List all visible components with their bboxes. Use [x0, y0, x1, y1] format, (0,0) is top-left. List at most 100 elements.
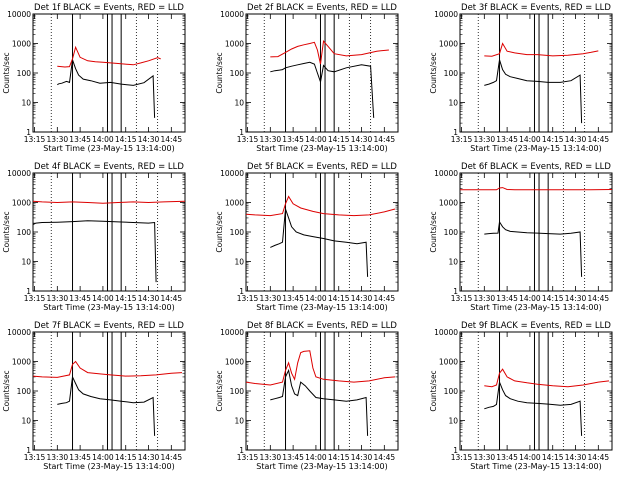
x-tick-label: 14:15 — [542, 135, 564, 144]
x-tick-label: 14:30 — [138, 135, 160, 144]
panel-title: Det 4f BLACK = Events, RED = LLD — [34, 162, 184, 172]
x-tick-label: 13:15 — [237, 294, 259, 303]
x-tick-label: 14:30 — [351, 453, 373, 462]
x-tick-label: 14:30 — [351, 135, 373, 144]
panel-title: Det 9f BLACK = Events, RED = LLD — [461, 321, 611, 331]
y-tick-label: 10000 — [7, 328, 31, 337]
x-tick-label: 14:45 — [588, 294, 610, 303]
x-tick-label: 14:00 — [519, 453, 541, 462]
x-tick-label: 13:45 — [496, 135, 518, 144]
x-tick-label: 13:15 — [237, 453, 259, 462]
x-tick-label: 13:30 — [47, 294, 69, 303]
y-tick-label: 1000 — [12, 199, 31, 208]
y-tick-label: 100 — [230, 228, 245, 237]
series-events-line — [484, 380, 583, 436]
x-tick-label: 13:30 — [47, 135, 69, 144]
y-tick-label: 1000 — [225, 199, 244, 208]
series-events-line — [57, 375, 156, 436]
x-tick-label: 14:15 — [542, 294, 564, 303]
panel-title: Det 2f BLACK = Events, RED = LLD — [247, 3, 397, 13]
panel-title: Det 6f BLACK = Events, RED = LLD — [461, 162, 611, 172]
y-tick-label: 1000 — [225, 358, 244, 367]
series-events-line — [57, 59, 156, 118]
series-lld-line — [32, 200, 186, 204]
x-tick-label: 14:30 — [138, 294, 160, 303]
y-tick-label: 10000 — [7, 10, 31, 19]
y-tick-label: 1000 — [439, 358, 458, 367]
y-tick-label: 1 — [26, 446, 31, 455]
panel-title: Det 8f BLACK = Events, RED = LLD — [247, 321, 397, 331]
y-tick-label: 100 — [444, 69, 459, 78]
x-tick-label: 14:45 — [161, 135, 183, 144]
x-tick-label: 13:45 — [282, 294, 304, 303]
x-tick-label: 14:45 — [374, 453, 396, 462]
x-tick-label: 13:15 — [451, 453, 473, 462]
x-tick-label: 14:15 — [328, 294, 350, 303]
x-tick-label: 14:15 — [115, 453, 137, 462]
y-tick-label: 10000 — [7, 169, 31, 178]
x-tick-label: 14:45 — [588, 453, 610, 462]
y-tick-label: 1 — [453, 446, 458, 455]
y-tick-label: 1000 — [439, 199, 458, 208]
x-tick-label: 13:15 — [237, 135, 259, 144]
y-tick-label: 10 — [234, 258, 244, 267]
y-tick-label: 10 — [21, 417, 31, 426]
y-tick-label: 10000 — [220, 328, 244, 337]
x-axis-label: Start Time (23-May-15 13:14:00) — [256, 144, 387, 153]
plot-frame — [459, 13, 613, 133]
x-tick-label: 13:45 — [69, 135, 91, 144]
series-events-line — [484, 59, 583, 124]
y-tick-label: 1 — [453, 287, 458, 296]
x-tick-label: 14:30 — [565, 294, 587, 303]
x-tick-label: 13:30 — [474, 294, 496, 303]
series-events-line — [32, 220, 157, 283]
y-tick-label: 1 — [239, 287, 244, 296]
y-tick-label: 1000 — [12, 40, 31, 49]
series-events-line — [270, 208, 369, 277]
x-tick-label: 14:15 — [328, 453, 350, 462]
panel-title: Det 5f BLACK = Events, RED = LLD — [247, 162, 397, 172]
x-axis-label: Start Time (23-May-15 13:14:00) — [43, 303, 174, 312]
y-tick-label: 10 — [234, 417, 244, 426]
x-tick-label: 13:30 — [474, 135, 496, 144]
y-tick-label: 100 — [444, 228, 459, 237]
x-axis-label: Start Time (23-May-15 13:14:00) — [470, 462, 601, 471]
x-tick-label: 13:45 — [496, 294, 518, 303]
y-tick-label: 10 — [448, 258, 458, 267]
plot-frame — [245, 331, 399, 451]
x-tick-label: 14:00 — [519, 135, 541, 144]
x-tick-label: 13:30 — [474, 453, 496, 462]
x-tick-label: 14:00 — [305, 294, 327, 303]
x-tick-label: 13:30 — [47, 453, 69, 462]
x-tick-label: 14:00 — [305, 135, 327, 144]
plot-frame — [32, 331, 186, 451]
x-tick-label: 14:45 — [161, 453, 183, 462]
x-tick-label: 13:30 — [260, 294, 282, 303]
y-tick-label: 10 — [21, 99, 31, 108]
y-axis-label: Counts/sec — [429, 370, 438, 411]
series-lld-line — [460, 187, 613, 191]
x-axis-label: Start Time (23-May-15 13:14:00) — [256, 462, 387, 471]
panel-title: Det 7f BLACK = Events, RED = LLD — [34, 321, 184, 331]
x-tick-label: 14:00 — [305, 453, 327, 462]
x-tick-label: 14:45 — [374, 135, 396, 144]
y-tick-label: 100 — [17, 69, 32, 78]
plot-frame — [459, 172, 613, 292]
series-lld-line — [32, 360, 183, 378]
x-tick-label: 13:15 — [451, 135, 473, 144]
x-tick-label: 14:30 — [351, 294, 373, 303]
y-tick-label: 1 — [26, 128, 31, 137]
x-tick-label: 13:15 — [24, 294, 46, 303]
y-tick-label: 100 — [230, 69, 245, 78]
plot-frame — [32, 172, 186, 292]
x-tick-label: 14:45 — [588, 135, 610, 144]
panel-title: Det 3f BLACK = Events, RED = LLD — [461, 3, 611, 13]
y-tick-label: 100 — [230, 387, 245, 396]
x-tick-label: 14:45 — [161, 294, 183, 303]
y-tick-label: 10 — [21, 258, 31, 267]
x-tick-label: 14:15 — [542, 453, 564, 462]
x-tick-label: 13:45 — [69, 294, 91, 303]
x-tick-label: 14:30 — [138, 453, 160, 462]
y-tick-label: 10 — [234, 99, 244, 108]
